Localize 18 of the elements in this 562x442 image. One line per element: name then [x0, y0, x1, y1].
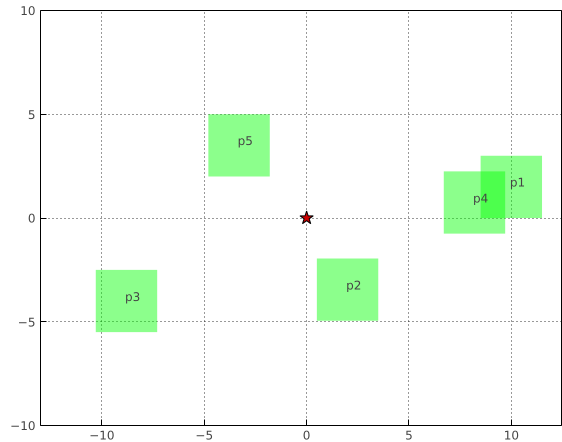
x-tick-label: 10 — [504, 428, 519, 442]
y-tick-label: 5 — [28, 108, 36, 122]
data-label: p2 — [346, 278, 362, 292]
y-tick-label: 10 — [20, 4, 36, 18]
bar — [316, 258, 378, 321]
bar — [96, 270, 158, 332]
data-label: p5 — [238, 134, 253, 148]
data-label: p1 — [510, 176, 526, 190]
x-tick-label: −10 — [89, 428, 115, 442]
x-tick-label: 0 — [302, 428, 310, 442]
data-label: p3 — [124, 290, 140, 304]
y-tick-label: −5 — [18, 315, 36, 330]
data-label: p4 — [472, 191, 488, 206]
bar — [208, 114, 270, 176]
x-tick-label: 5 — [405, 428, 413, 442]
y-tick-label: 0 — [28, 212, 36, 226]
x-tick-label: −5 — [195, 428, 214, 442]
y-tick-label: −10 — [10, 419, 36, 433]
